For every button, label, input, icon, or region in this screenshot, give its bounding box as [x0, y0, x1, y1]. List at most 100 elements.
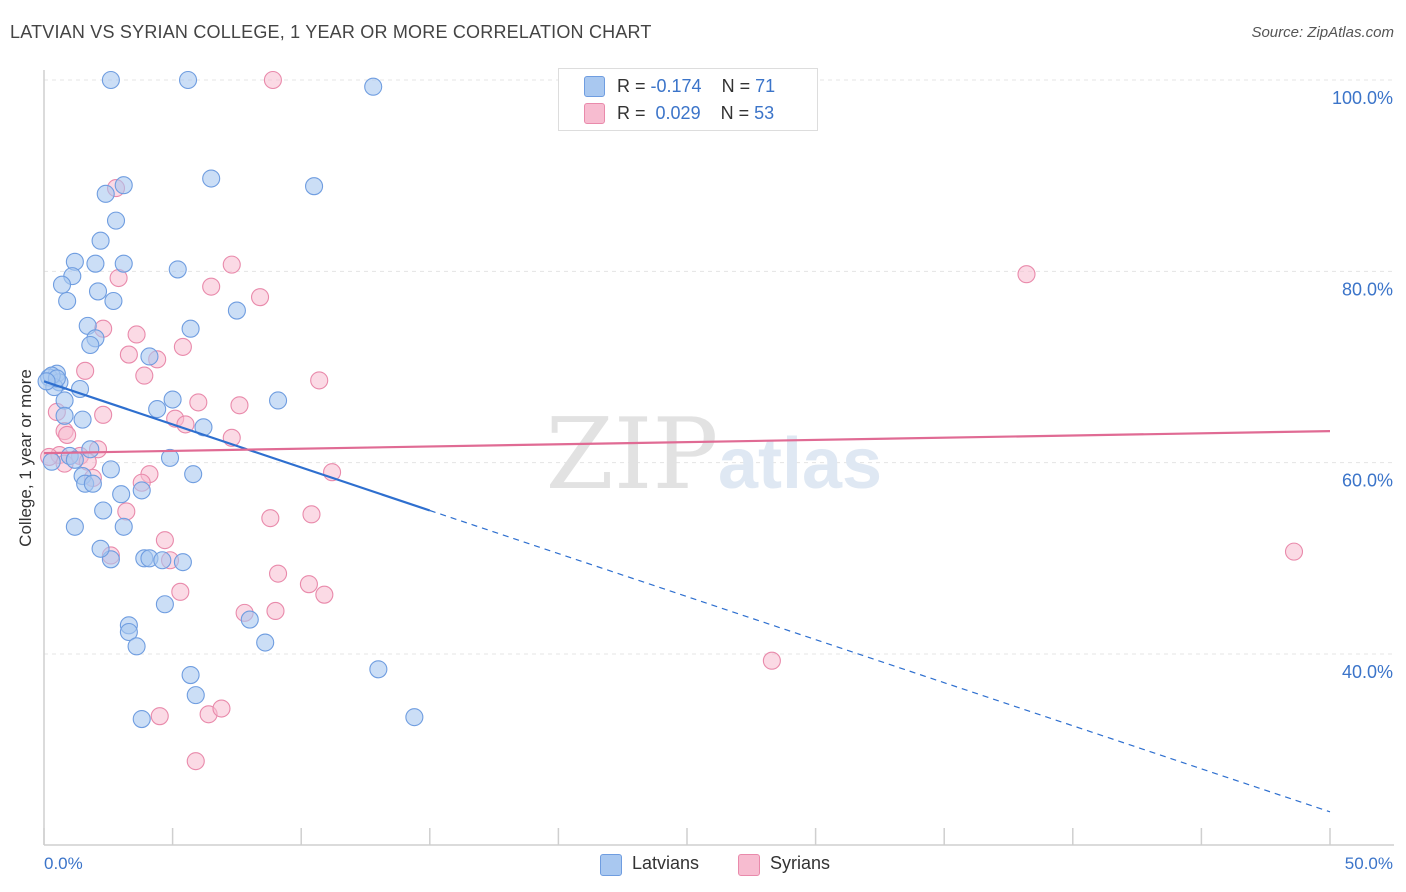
- latvian-point: [202, 169, 221, 188]
- latvian-point: [65, 517, 84, 536]
- syrian-point: [261, 509, 280, 528]
- latvian-point: [148, 400, 167, 419]
- latvian-point: [369, 660, 388, 679]
- syrian-point: [230, 396, 249, 415]
- syrians-swatch: [584, 103, 605, 124]
- latvian-point: [55, 391, 74, 410]
- syrians-legend-label: Syrians: [770, 853, 831, 873]
- syrian-point: [127, 325, 146, 344]
- syrian-point: [762, 651, 781, 670]
- latvian-point: [184, 465, 203, 484]
- latvian-point: [81, 335, 100, 355]
- n-label: N =: [720, 102, 750, 123]
- latvian-point: [86, 254, 105, 273]
- trend-lines: [43, 380, 1331, 813]
- latvian-point: [127, 637, 146, 656]
- latvian-point: [163, 390, 182, 409]
- latvian-point: [91, 539, 110, 558]
- latvian-point: [106, 211, 126, 230]
- latvian-point: [168, 260, 187, 279]
- syrian-point: [310, 371, 329, 390]
- latvian-point: [96, 184, 115, 203]
- y-tick-labels: 40.0% 60.0% 80.0% 100.0%: [1332, 88, 1393, 682]
- syrian-point: [173, 337, 192, 356]
- latvian-point: [65, 450, 84, 469]
- latvian-point: [119, 622, 138, 642]
- syrian-point: [1284, 542, 1304, 561]
- latvians-points: [37, 70, 424, 729]
- latvian-point: [269, 391, 288, 410]
- source-credit: Source: ZipAtlas.com: [1251, 24, 1394, 41]
- latvian-point: [256, 633, 275, 652]
- syrian-point: [94, 405, 113, 424]
- latvian-point: [81, 440, 100, 459]
- syrian-point: [269, 564, 288, 583]
- correlation-legend: R = -0.174 N = 71 R = 0.029 N = 53: [558, 68, 818, 131]
- latvian-point: [132, 710, 151, 729]
- latvian-point: [101, 70, 120, 90]
- y-tick-label: 60.0%: [1342, 471, 1393, 491]
- x-tick-label-min: 0.0%: [44, 854, 83, 873]
- latvian-point: [132, 481, 151, 500]
- syrian-point: [117, 502, 136, 521]
- syrian-point: [176, 415, 195, 434]
- syrian-point: [119, 345, 138, 364]
- syrian-point: [1017, 265, 1036, 284]
- latvian-point: [58, 291, 77, 311]
- r-label: R =: [617, 102, 646, 123]
- latvian-point: [227, 301, 246, 320]
- y-tick-label: 40.0%: [1342, 662, 1393, 682]
- syrian-point: [202, 277, 221, 296]
- syrian-point: [222, 255, 241, 274]
- latvian-point: [155, 595, 174, 614]
- latvian-point: [70, 379, 90, 399]
- syrian-point: [186, 752, 205, 771]
- syrian-point: [155, 531, 174, 550]
- latvian-point: [181, 319, 200, 338]
- latvian-point: [112, 485, 131, 504]
- latvian-point: [153, 551, 172, 570]
- latvian-point: [101, 460, 120, 479]
- syrian-point: [150, 707, 169, 726]
- r-label: R =: [617, 75, 646, 96]
- latvian-point: [94, 501, 113, 520]
- watermark: ZIP atlas: [546, 398, 882, 512]
- latvian-point: [181, 665, 200, 685]
- syrian-point: [299, 575, 318, 594]
- x-tick-labels: 0.0% 50.0%: [44, 854, 1393, 873]
- latvians-trend-line: [43, 380, 431, 512]
- latvian-point: [405, 708, 424, 727]
- r-value-latvians: -0.174: [650, 75, 702, 96]
- latvian-point: [114, 176, 133, 195]
- latvian-point: [364, 77, 383, 96]
- latvian-point: [55, 406, 74, 425]
- n-value-latvians: 71: [755, 75, 776, 96]
- y-tick-label: 100.0%: [1332, 88, 1393, 108]
- n-label: N =: [721, 75, 751, 96]
- x-ticks: [43, 828, 1331, 845]
- grid-lines: [44, 79, 1394, 655]
- latvians-swatch: [584, 76, 605, 97]
- latvian-point: [83, 474, 102, 493]
- syrian-point: [263, 70, 282, 90]
- syrian-point: [58, 425, 77, 444]
- latvian-point: [114, 254, 133, 273]
- latvian-point: [305, 177, 324, 196]
- latvian-point: [186, 686, 205, 705]
- syrian-point: [302, 505, 321, 524]
- latvian-point: [240, 610, 259, 629]
- watermark-atlas: atlas: [718, 424, 882, 504]
- latvian-point: [88, 282, 108, 301]
- syrian-point: [250, 288, 270, 307]
- y-tick-label: 80.0%: [1342, 279, 1393, 299]
- syrian-point: [76, 361, 95, 380]
- latvians-trend-extension: [429, 509, 1331, 813]
- watermark-zip: ZIP: [546, 398, 719, 512]
- n-value-syrians: 53: [754, 102, 775, 123]
- syrian-point: [266, 601, 285, 621]
- latvian-point: [114, 517, 133, 536]
- syrian-point: [135, 366, 154, 385]
- latvian-point: [140, 347, 159, 366]
- latvian-point: [42, 452, 61, 471]
